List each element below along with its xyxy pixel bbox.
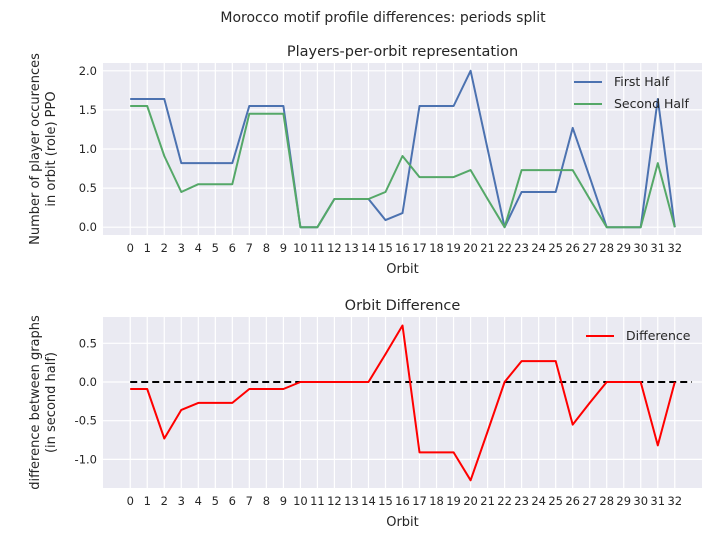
y-tick-label: 0.5 <box>79 181 97 195</box>
series-line-first-half <box>130 69 676 229</box>
y-tick-label: 2.0 <box>79 64 97 78</box>
x-tick-label: 11 <box>310 241 325 255</box>
y-tick-label: 1.0 <box>79 142 97 156</box>
legend: Difference <box>586 328 691 343</box>
y-tick-label: 0.5 <box>79 336 97 350</box>
x-tick-label: 29 <box>616 494 631 508</box>
x-tick-label: 16 <box>395 494 410 508</box>
x-tick-label: 21 <box>480 494 495 508</box>
x-tick-label: 23 <box>514 241 529 255</box>
y-tick-label: -0.5 <box>75 414 97 428</box>
series-line-difference <box>130 324 676 482</box>
x-tick-label: 9 <box>280 494 287 508</box>
x-tick-label: 8 <box>263 241 270 255</box>
x-tick-label: 15 <box>378 494 393 508</box>
x-tick-label: 31 <box>650 494 665 508</box>
x-tick-label: 10 <box>293 494 308 508</box>
x-tick-label: 21 <box>480 241 495 255</box>
legend-label: First Half <box>614 74 670 89</box>
chart-title: Players-per-orbit representation <box>287 44 518 60</box>
x-tick-label: 2 <box>161 241 168 255</box>
x-tick-label: 10 <box>293 241 308 255</box>
y-tick-label: -1.0 <box>75 452 97 466</box>
y-tick-label: 1.5 <box>79 103 97 117</box>
legend-label: Difference <box>626 328 691 343</box>
x-tick-label: 29 <box>616 241 631 255</box>
x-tick-label: 24 <box>531 494 546 508</box>
x-tick-label: 6 <box>229 494 236 508</box>
x-tick-label: 4 <box>195 241 202 255</box>
x-tick-label: 17 <box>412 241 427 255</box>
x-tick-label: 23 <box>514 494 529 508</box>
legend-label: Second Half <box>614 96 690 111</box>
x-tick-label: 8 <box>263 494 270 508</box>
y-tick-label: 0.0 <box>79 375 97 389</box>
x-tick-label: 12 <box>327 494 342 508</box>
x-tick-label: 1 <box>144 241 151 255</box>
x-axis-label: Orbit <box>386 262 419 277</box>
x-tick-label: 31 <box>650 241 665 255</box>
x-axis-label: Orbit <box>386 515 419 530</box>
x-tick-label: 7 <box>246 241 253 255</box>
x-tick-label: 9 <box>280 241 287 255</box>
x-tick-label: 13 <box>344 494 359 508</box>
x-tick-label: 5 <box>212 494 219 508</box>
x-tick-label: 11 <box>310 494 325 508</box>
x-tick-label: 16 <box>395 241 410 255</box>
ppo-chart: 0.00.51.01.52.00 1 2 3 4 5 6 7 8 9 10 11 12 13 14 15 16 1… <box>28 44 702 277</box>
x-tick-label: 27 <box>582 241 597 255</box>
x-tick-label: 27 <box>582 494 597 508</box>
x-tick-label: 24 <box>531 241 546 255</box>
x-tick-label: 25 <box>548 241 563 255</box>
x-tick-label: 12 <box>327 241 342 255</box>
x-tick-label: 32 <box>667 494 682 508</box>
x-tick-label: 5 <box>212 241 219 255</box>
x-tick-label: 14 <box>361 241 376 255</box>
y-tick-label: 0.0 <box>79 220 97 234</box>
x-tick-label: 17 <box>412 494 427 508</box>
x-tick-label: 20 <box>463 241 478 255</box>
x-tick-label: 18 <box>429 494 444 508</box>
x-tick-label: 32 <box>667 241 682 255</box>
x-tick-label: 20 <box>463 494 478 508</box>
difference-chart: 0.50.0-0.5-1.00 1 2 3 4 5 6 7 8 9 10 11 12 13 14 15 16 17… <box>28 298 702 530</box>
x-tick-label: 3 <box>178 494 185 508</box>
chart-title: Orbit Difference <box>345 298 461 314</box>
x-tick-label: 19 <box>446 241 461 255</box>
x-tick-label: 28 <box>599 494 614 508</box>
x-tick-label: 26 <box>565 494 580 508</box>
x-tick-label: 19 <box>446 494 461 508</box>
x-tick-label: 3 <box>178 241 185 255</box>
legend: First Half Second Half <box>574 74 690 111</box>
y-axis-label: difference between graphs(in second half… <box>28 315 59 490</box>
x-tick-label: 6 <box>229 241 236 255</box>
x-tick-label: 15 <box>378 241 393 255</box>
x-tick-label: 30 <box>633 494 648 508</box>
x-tick-label: 22 <box>497 494 512 508</box>
x-tick-label: 1 <box>144 494 151 508</box>
x-tick-label: 7 <box>246 494 253 508</box>
x-tick-label: 22 <box>497 241 512 255</box>
x-tick-label: 28 <box>599 241 614 255</box>
x-tick-label: 0 <box>127 494 134 508</box>
x-tick-label: 13 <box>344 241 359 255</box>
x-tick-label: 0 <box>127 241 134 255</box>
x-tick-label: 25 <box>548 494 563 508</box>
x-tick-label: 18 <box>429 241 444 255</box>
series-line-second-half <box>130 105 676 229</box>
x-tick-label: 14 <box>361 494 376 508</box>
x-tick-label: 26 <box>565 241 580 255</box>
x-tick-label: 30 <box>633 241 648 255</box>
x-tick-label: 4 <box>195 494 202 508</box>
y-axis-label: Number of player occurencesin orbit (rol… <box>28 53 59 245</box>
x-tick-label: 2 <box>161 494 168 508</box>
figure-suptitle: Morocco motif profile differences: perio… <box>220 10 546 26</box>
